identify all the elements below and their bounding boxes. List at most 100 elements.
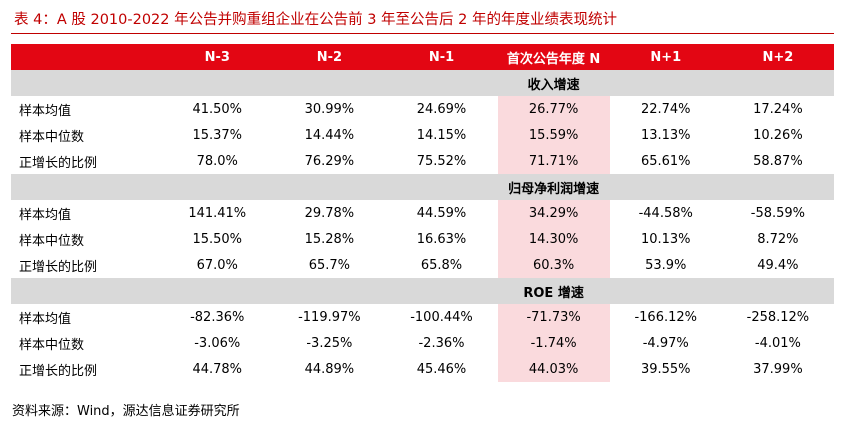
performance-table: N-3 N-2 N-1 首次公告年度 N N+1 N+2 收入增速 样本均值 41.… bbox=[11, 44, 834, 382]
section-title: 归母净利润增速 bbox=[497, 174, 610, 200]
section-cell bbox=[11, 174, 162, 200]
row-label: 正增长的比例 bbox=[19, 363, 98, 379]
table-cell: 15.59% bbox=[497, 122, 610, 148]
section-cell bbox=[385, 174, 498, 200]
row-label: 样本均值 bbox=[19, 103, 72, 119]
header-cell-n: 首次公告年度 N bbox=[497, 44, 610, 70]
header-cell-empty bbox=[11, 44, 162, 70]
table-row: 样本中位数 15.50% 15.28% 16.63% 14.30% 10.13% 8.72% bbox=[11, 226, 834, 252]
section-row: 收入增速 bbox=[11, 70, 834, 96]
section-cell bbox=[11, 70, 162, 96]
table-row: 正增长的比例 44.78% 44.89% 45.46% 44.03% 39.55% 37.9… bbox=[11, 356, 834, 382]
table-cell: 76.29% bbox=[304, 153, 355, 169]
section-cell bbox=[609, 278, 722, 304]
table-cell: 29.78% bbox=[304, 205, 355, 221]
section-cell bbox=[609, 174, 722, 200]
section-row: 归母净利润增速 bbox=[11, 174, 834, 200]
table-cell: 45.46% bbox=[416, 361, 467, 377]
table-cell: 53.9% bbox=[645, 257, 687, 273]
table-cell: 22.74% bbox=[640, 101, 691, 117]
table-cell: 65.7% bbox=[308, 257, 351, 273]
table-cell: 65.61% bbox=[640, 153, 691, 169]
header-cell-n+1: N+1 bbox=[609, 44, 722, 70]
table-cell: 34.29% bbox=[497, 200, 610, 226]
section-cell bbox=[161, 70, 274, 96]
caption-divider bbox=[11, 33, 834, 34]
section-cell bbox=[161, 174, 274, 200]
table-cell: 30.99% bbox=[304, 101, 355, 117]
section-cell bbox=[721, 174, 834, 200]
header-cell-n-2: N-2 bbox=[273, 44, 386, 70]
table-cell: 10.26% bbox=[753, 127, 803, 143]
table-cell: 75.52% bbox=[416, 153, 467, 169]
table-cell: 58.87% bbox=[753, 153, 803, 169]
table-cell: -44.58% bbox=[638, 205, 693, 221]
header-cell-n+2: N+2 bbox=[721, 44, 834, 70]
header-cell-n-3: N-3 bbox=[161, 44, 274, 70]
table-row: 正增长的比例 67.0% 65.7% 65.8% 60.3% 53.9% 49.4% bbox=[11, 252, 834, 278]
table-cell: 37.99% bbox=[753, 361, 803, 377]
table-cell: 39.55% bbox=[640, 361, 691, 377]
table-cell: -2.36% bbox=[418, 335, 465, 351]
row-label: 样本中位数 bbox=[19, 337, 85, 353]
table-cell: 71.71% bbox=[497, 148, 610, 174]
table-cell: -100.44% bbox=[410, 309, 473, 325]
table-cell: -3.25% bbox=[306, 335, 353, 351]
table-cell: 60.3% bbox=[497, 252, 610, 278]
table-cell: -4.97% bbox=[642, 335, 689, 351]
row-label: 正增长的比例 bbox=[19, 155, 98, 171]
table-cell: 15.28% bbox=[304, 231, 355, 247]
header-row: N-3 N-2 N-1 首次公告年度 N N+1 N+2 bbox=[11, 44, 834, 70]
section-cell bbox=[273, 70, 386, 96]
table-cell: 13.13% bbox=[640, 127, 691, 143]
table-cell: 141.41% bbox=[188, 205, 247, 221]
table-caption: 表 4：A 股 2010-2022 年公告并购重组企业在公告前 3 年至公告后 … bbox=[14, 12, 618, 28]
table-cell: 16.63% bbox=[416, 231, 467, 247]
table-cell: 15.37% bbox=[192, 127, 243, 143]
table-cell: 14.15% bbox=[416, 127, 467, 143]
table-cell: -119.97% bbox=[298, 309, 361, 325]
table-cell: 44.78% bbox=[192, 361, 243, 377]
section-row: ROE 增速 bbox=[11, 278, 834, 304]
table-cell: 65.8% bbox=[420, 257, 463, 273]
table-cell: -58.59% bbox=[750, 205, 806, 221]
section-title: ROE 增速 bbox=[497, 278, 610, 304]
row-label: 样本均值 bbox=[19, 207, 72, 223]
table-cell: 67.0% bbox=[196, 257, 238, 273]
source-note: 资料来源：Wind，源达信息证券研究所 bbox=[12, 404, 240, 419]
section-cell bbox=[11, 278, 162, 304]
table-cell: 10.13% bbox=[640, 231, 691, 247]
table-row: 样本中位数 -3.06% -3.25% -2.36% -1.74% -4.97% -4.01… bbox=[11, 330, 834, 356]
table-row: 样本均值 41.50% 30.99% 24.69% 26.77% 22.74% 17.24% bbox=[11, 96, 834, 122]
table-cell: 17.24% bbox=[753, 101, 803, 117]
table-cell: -3.06% bbox=[194, 335, 241, 351]
table-cell: 14.30% bbox=[497, 226, 610, 252]
table-cell: -71.73% bbox=[497, 304, 610, 330]
table-cell: 44.59% bbox=[416, 205, 467, 221]
table-cell: -166.12% bbox=[634, 309, 697, 325]
table-cell: 14.44% bbox=[304, 127, 355, 143]
section-cell bbox=[721, 70, 834, 96]
table-cell: -258.12% bbox=[746, 309, 810, 325]
table-row: 样本均值 -82.36% -119.97% -100.44% -71.73% -166.1… bbox=[11, 304, 834, 330]
table-cell: 8.72% bbox=[757, 231, 799, 247]
table-cell: -1.74% bbox=[497, 330, 610, 356]
section-cell bbox=[161, 278, 274, 304]
section-cell bbox=[721, 278, 834, 304]
section-cell bbox=[273, 278, 386, 304]
section-title: 收入增速 bbox=[497, 70, 610, 96]
table-cell: 44.89% bbox=[304, 361, 355, 377]
table-cell: -82.36% bbox=[190, 309, 245, 325]
table-cell: 44.03% bbox=[497, 356, 610, 382]
table-cell: 78.0% bbox=[196, 153, 238, 169]
table-row: 正增长的比例 78.0% 76.29% 75.52% 71.71% 65.61% 58.87… bbox=[11, 148, 834, 174]
table-cell: 26.77% bbox=[497, 96, 610, 122]
table-cell: -4.01% bbox=[754, 335, 801, 351]
table-row: 样本中位数 15.37% 14.44% 14.15% 15.59% 13.13% 10.26… bbox=[11, 122, 834, 148]
section-cell bbox=[385, 278, 498, 304]
row-label: 样本中位数 bbox=[19, 233, 85, 249]
table-row: 样本均值 141.41% 29.78% 44.59% 34.29% -44.58% -58.… bbox=[11, 200, 834, 226]
table-cell: 15.50% bbox=[192, 231, 243, 247]
section-cell bbox=[609, 70, 722, 96]
section-cell bbox=[273, 174, 386, 200]
